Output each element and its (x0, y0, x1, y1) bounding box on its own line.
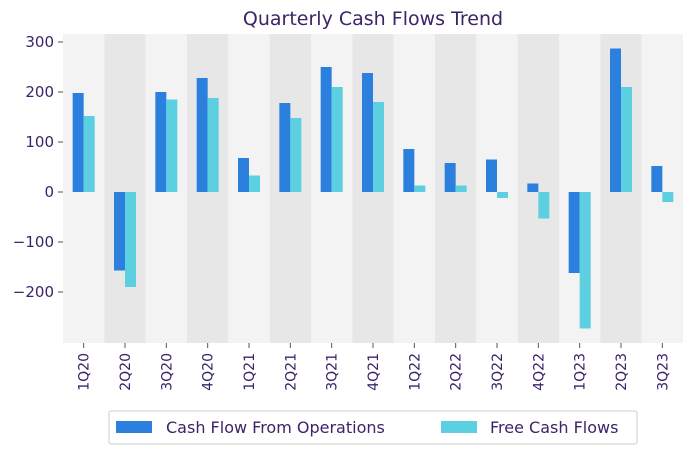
bar-free-cash-1q21 (249, 175, 260, 192)
bar-operations-3q21 (320, 67, 332, 192)
bar-free-cash-3q22 (497, 192, 508, 198)
bar-free-cash-4q22 (538, 192, 550, 219)
x-tick-label: 1Q22 (407, 353, 423, 391)
bar-operations-1q23 (568, 192, 580, 273)
bar-free-cash-4q21 (373, 102, 384, 192)
x-tick-label: 1Q23 (573, 353, 589, 391)
chart-title: Quarterly Cash Flows Trend (243, 8, 503, 30)
bar-operations-4q22 (527, 183, 539, 192)
bar-free-cash-2q22 (455, 185, 467, 192)
y-tick-label: 0 (44, 183, 54, 201)
x-axis: 1Q20 2Q20 3Q20 4Q20 1Q21 2Q21 3Q21 4Q21 1Q22 2Q22… (77, 343, 671, 391)
y-tick-label: 300 (25, 33, 54, 51)
legend-swatch-operations (116, 421, 152, 433)
legend-label-free-cash: Free Cash Flows (490, 418, 618, 437)
band-1q23 (559, 34, 601, 343)
legend-swatch-free-cash (441, 421, 477, 433)
legend-label-operations: Cash Flow From Operations (166, 418, 385, 437)
legend: Cash Flow From Operations Free Cash Flow… (108, 410, 638, 445)
x-tick-label: 3Q20 (159, 353, 175, 391)
bar-free-cash-1q23 (579, 192, 591, 329)
y-tick-label: 100 (25, 133, 54, 151)
bar-operations-1q21 (238, 158, 249, 192)
bar-operations-2q20 (114, 192, 125, 271)
bar-free-cash-2q23 (621, 87, 632, 192)
x-tick-label: 3Q21 (325, 353, 341, 391)
bar-operations-2q21 (279, 103, 291, 192)
band-4q22 (517, 34, 559, 343)
x-tick-label: 3Q22 (490, 353, 506, 391)
x-tick-label: 3Q23 (655, 353, 671, 391)
bar-operations-2q23 (610, 48, 621, 192)
bar-operations-3q22 (486, 159, 497, 192)
bar-operations-2q22 (444, 163, 456, 192)
x-tick-label: 2Q21 (283, 353, 299, 391)
band-3q23 (641, 34, 683, 343)
y-axis: 300 200 100 0 −100 −200 (13, 33, 63, 301)
bar-free-cash-3q20 (166, 99, 178, 192)
y-tick-label: −200 (13, 283, 54, 301)
bar-free-cash-2q21 (290, 118, 302, 192)
bar-operations-4q20 (196, 78, 208, 192)
bar-operations-1q22 (403, 149, 415, 192)
bar-free-cash-3q21 (331, 87, 343, 192)
bar-free-cash-1q22 (414, 185, 426, 192)
y-tick-label: −100 (13, 233, 54, 251)
band-2q20 (104, 34, 146, 343)
y-tick-label: 200 (25, 83, 54, 101)
x-tick-label: 4Q21 (366, 353, 382, 391)
x-tick-label: 1Q21 (242, 353, 258, 391)
bar-operations-1q20 (72, 93, 84, 192)
bar-free-cash-2q20 (125, 192, 136, 287)
bar-free-cash-1q20 (83, 116, 95, 192)
x-tick-label: 1Q20 (77, 353, 93, 391)
x-tick-label: 4Q20 (201, 353, 217, 391)
x-tick-label: 2Q22 (449, 353, 465, 391)
bar-free-cash-3q23 (662, 192, 674, 202)
bar-operations-3q23 (651, 166, 663, 192)
bar-operations-3q20 (155, 92, 167, 192)
x-tick-label: 2Q23 (614, 353, 630, 391)
x-tick-label: 4Q22 (531, 353, 547, 391)
bars (72, 48, 674, 329)
bar-free-cash-4q20 (207, 98, 219, 192)
x-tick-label: 2Q20 (118, 353, 134, 391)
legend-box (108, 410, 638, 445)
bar-operations-4q21 (362, 73, 373, 192)
